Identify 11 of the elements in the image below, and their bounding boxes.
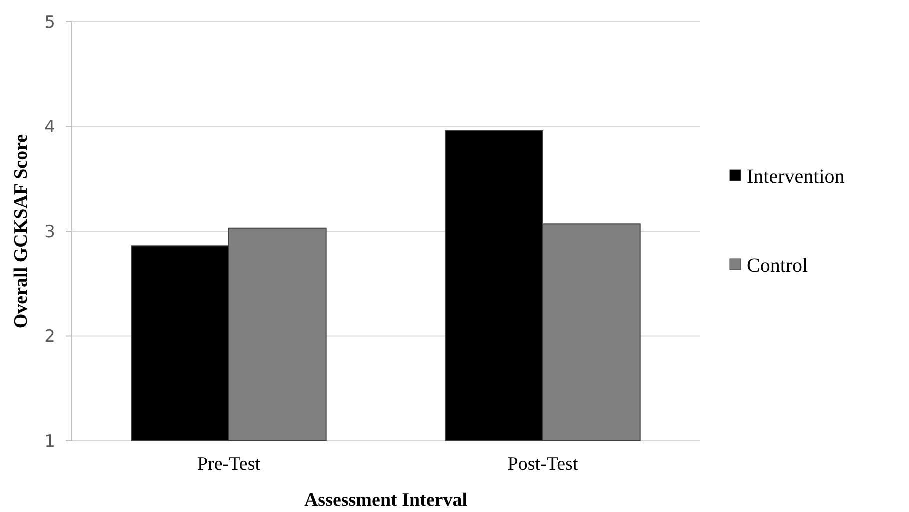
x-tick-label: Post-Test: [508, 454, 579, 475]
x-axis-title: Assessment Interval: [304, 490, 468, 511]
legend-label: Control: [747, 255, 809, 277]
legend-label: Intervention: [747, 166, 845, 188]
y-tick-label: 1: [44, 432, 56, 452]
y-tick-label: 5: [44, 12, 56, 33]
y-tick-label: 2: [44, 327, 56, 348]
x-tick-label: Pre-Test: [197, 454, 262, 475]
y-tick-label: 3: [44, 222, 56, 242]
y-axis-title: Overall GCKSAF Score: [11, 134, 32, 329]
y-tick-label: 4: [44, 118, 56, 138]
